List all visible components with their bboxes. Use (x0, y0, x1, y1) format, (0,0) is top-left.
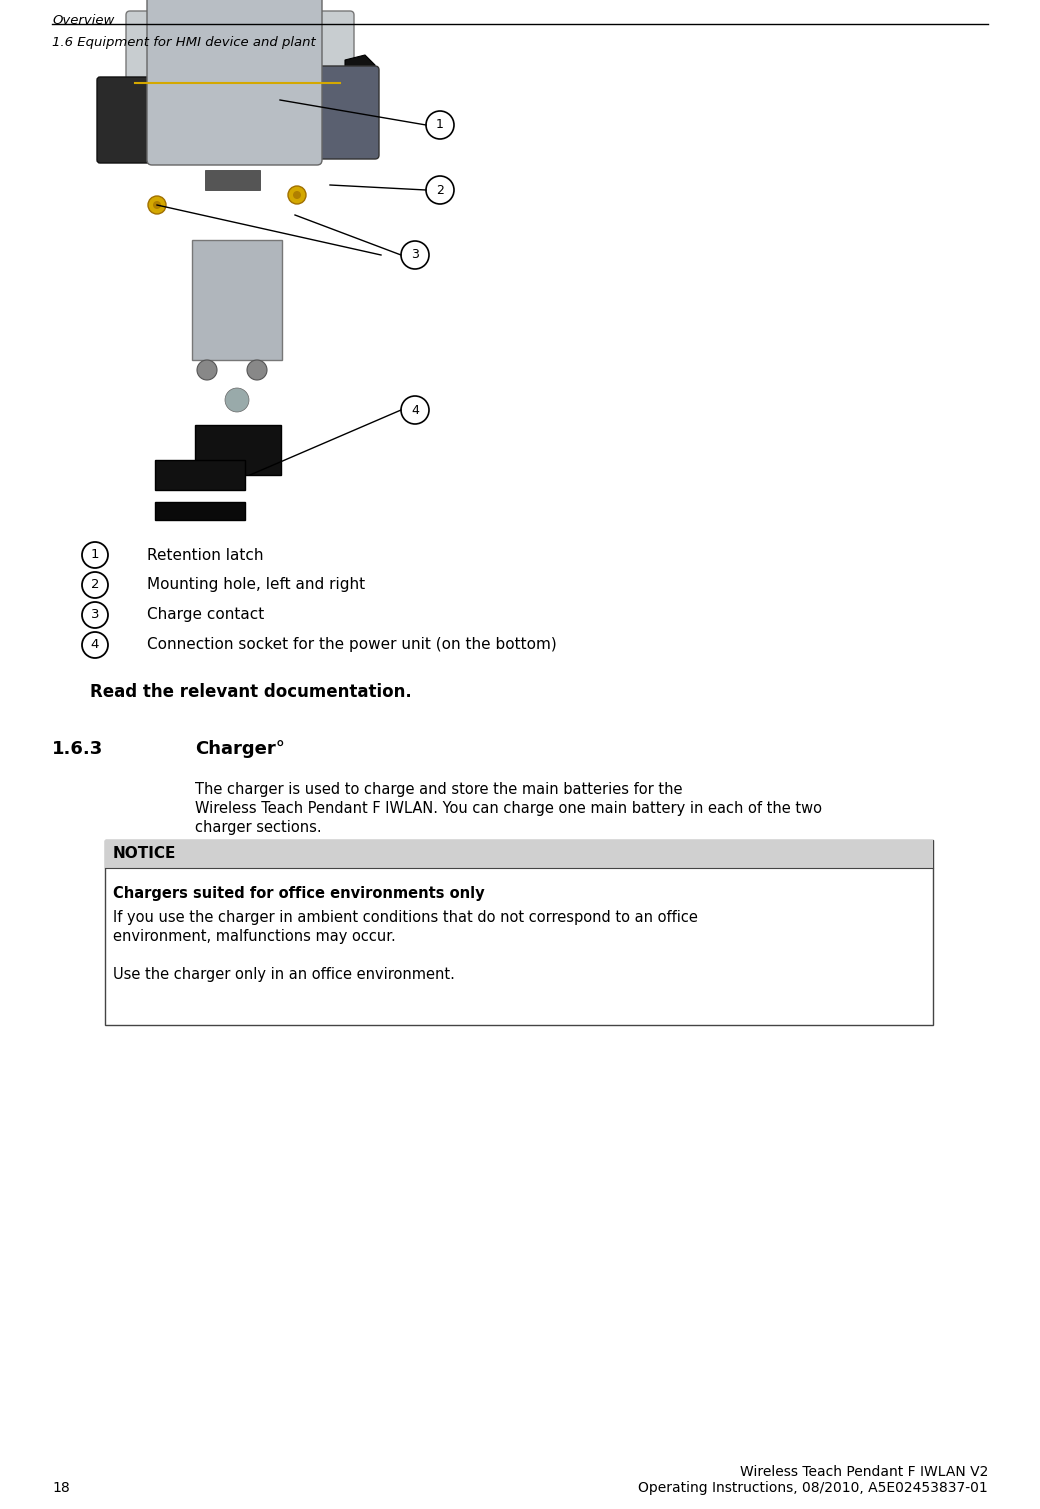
Text: Overview: Overview (52, 14, 114, 27)
Circle shape (153, 201, 161, 210)
Bar (196, 426, 281, 475)
Circle shape (197, 361, 217, 380)
Circle shape (82, 632, 108, 658)
Text: Wireless Teach Pendant F IWLAN V2: Wireless Teach Pendant F IWLAN V2 (739, 1465, 988, 1479)
Text: 2: 2 (90, 578, 99, 592)
Text: Operating Instructions, 08/2010, A5E02453837-01: Operating Instructions, 08/2010, A5E0245… (639, 1480, 988, 1495)
Circle shape (82, 602, 108, 628)
Text: 3: 3 (411, 249, 419, 261)
Circle shape (248, 361, 267, 380)
Bar (192, 240, 282, 361)
Text: Read the relevant documentation.: Read the relevant documentation. (90, 684, 412, 702)
Circle shape (426, 177, 454, 204)
Text: Connection socket for the power unit (on the bottom): Connection socket for the power unit (on… (147, 637, 556, 652)
Bar (155, 502, 245, 521)
Circle shape (293, 192, 301, 199)
Bar (105, 841, 933, 1025)
FancyBboxPatch shape (97, 77, 158, 163)
FancyBboxPatch shape (147, 0, 322, 164)
Text: 4: 4 (411, 403, 419, 416)
Text: 1.6 Equipment for HMI device and plant: 1.6 Equipment for HMI device and plant (52, 36, 316, 48)
Text: charger sections.: charger sections. (196, 819, 321, 834)
Text: Charge contact: Charge contact (147, 608, 264, 623)
Text: NOTICE: NOTICE (113, 847, 177, 862)
Text: 3: 3 (90, 608, 99, 622)
FancyBboxPatch shape (126, 11, 354, 85)
Circle shape (148, 196, 166, 214)
Polygon shape (345, 54, 375, 100)
Text: 1.6.3: 1.6.3 (52, 739, 103, 758)
Text: Chargers suited for office environments only: Chargers suited for office environments … (113, 886, 485, 901)
Text: Use the charger only in an office environment.: Use the charger only in an office enviro… (113, 967, 454, 982)
Bar (105, 841, 933, 868)
Bar (205, 171, 260, 190)
Circle shape (401, 395, 430, 424)
Text: If you use the charger in ambient conditions that do not correspond to an office: If you use the charger in ambient condit… (113, 910, 698, 925)
Text: 2: 2 (436, 184, 444, 196)
Circle shape (82, 542, 108, 567)
Polygon shape (98, 80, 130, 125)
Circle shape (288, 186, 306, 204)
Text: Mounting hole, left and right: Mounting hole, left and right (147, 578, 365, 593)
Text: 18: 18 (52, 1480, 70, 1495)
Circle shape (82, 572, 108, 598)
Circle shape (426, 112, 454, 139)
FancyBboxPatch shape (306, 66, 379, 158)
Text: 1: 1 (436, 119, 444, 131)
Text: 1: 1 (90, 548, 99, 561)
Circle shape (401, 241, 430, 269)
Text: The charger is used to charge and store the main batteries for the: The charger is used to charge and store … (196, 782, 682, 797)
Text: 4: 4 (90, 638, 99, 652)
FancyBboxPatch shape (155, 460, 245, 490)
Text: environment, malfunctions may occur.: environment, malfunctions may occur. (113, 930, 396, 945)
Circle shape (225, 388, 249, 412)
Text: Retention latch: Retention latch (147, 548, 263, 563)
Text: Charger°: Charger° (196, 739, 285, 758)
Text: Wireless Teach Pendant F IWLAN. You can charge one main battery in each of the t: Wireless Teach Pendant F IWLAN. You can … (196, 801, 822, 816)
